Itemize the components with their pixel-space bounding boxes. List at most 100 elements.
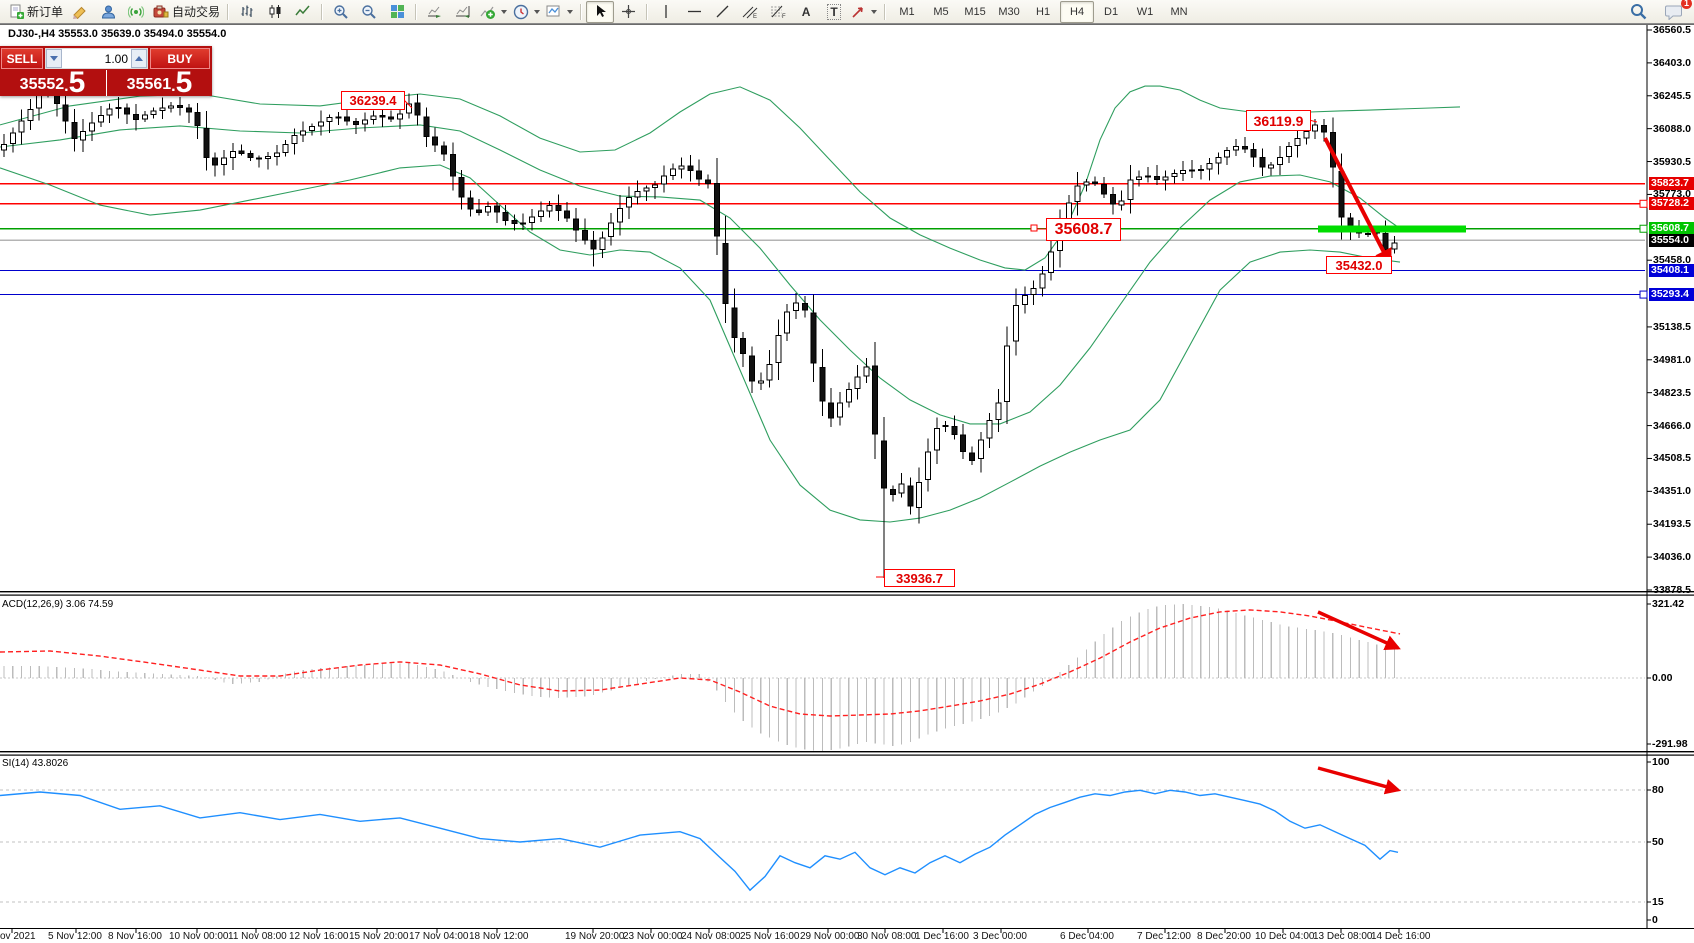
horizontal-line-icon [687, 10, 701, 13]
timeframe-MN[interactable]: MN [1170, 5, 1188, 18]
timeframe-H4[interactable]: H4 [1060, 0, 1095, 23]
channel-icon: E [742, 6, 758, 19]
timeframe-W1[interactable]: W1 [1136, 5, 1154, 18]
shapes-caret-icon [871, 9, 878, 14]
trendline-tool-button[interactable] [708, 1, 736, 23]
channel-tool-button[interactable]: E [736, 1, 764, 23]
chart-annotation[interactable]: 33936.7 [884, 569, 955, 587]
notifications-button[interactable]: 1 [1660, 0, 1692, 23]
bar-chart-icon [241, 5, 253, 17]
chart-shift-icon [456, 6, 470, 18]
buy-price-main: 35561 [126, 76, 172, 93]
auto-scroll-icon [428, 6, 442, 18]
timeframe-M5[interactable]: M5 [933, 5, 949, 18]
zoom-out-icon [362, 4, 376, 19]
templates-caret-icon [567, 9, 574, 14]
zoom-out-button[interactable] [355, 1, 383, 23]
line-chart-icon [295, 5, 310, 16]
cursor-icon [597, 5, 607, 17]
crosshair-tool-button[interactable] [614, 1, 642, 23]
chart-annotation[interactable]: 35432.0 [1326, 256, 1392, 274]
text-label-tool-icon: T [827, 3, 841, 20]
buy-price: 35561. 5 [107, 66, 212, 99]
zoom-in-button[interactable] [327, 1, 355, 23]
new-order-icon [10, 4, 24, 19]
add-indicator-button[interactable] [477, 1, 510, 23]
buy-price-pip: 5 [175, 66, 193, 99]
timeframe-H1[interactable]: H1 [1036, 5, 1051, 18]
chart-annotation[interactable]: 36239.4 [341, 91, 405, 110]
one-click-trading-panel: SELL BUY 35552.5 35561.5 [0, 46, 212, 99]
shapes-tool-button[interactable] [848, 1, 880, 23]
crosshair-icon [621, 5, 635, 18]
search-button[interactable] [1624, 1, 1652, 23]
templates-button[interactable] [543, 1, 576, 23]
buy-price-dot: . [171, 78, 176, 95]
text-label-tool-button[interactable]: T [820, 1, 848, 23]
timeframe-M15[interactable]: M15 [964, 5, 986, 18]
volume-stepper [45, 48, 148, 69]
periods-button[interactable] [510, 1, 543, 23]
bar-chart-mode-button[interactable] [233, 1, 261, 23]
sell-button[interactable]: SELL [1, 48, 43, 69]
sell-price-dot: . [64, 78, 69, 95]
trendline-icon [716, 5, 728, 18]
auto-scroll-button[interactable] [421, 1, 449, 23]
periods-caret-icon [534, 9, 541, 14]
templates-icon [546, 5, 560, 16]
add-indicator-caret-icon [501, 9, 508, 14]
shapes-arrow-icon [852, 7, 863, 18]
main-toolbar: 新订单 自动交易 [0, 0, 1694, 24]
candlestick-mode-button[interactable] [261, 1, 289, 23]
horizontal-line-tool-button[interactable] [680, 1, 708, 23]
broadcast-icon [128, 6, 145, 18]
buy-button[interactable]: BUY [150, 48, 210, 69]
auto-trading-button[interactable]: 自动交易 [150, 1, 223, 23]
timeframe-M1[interactable]: M1 [899, 5, 915, 18]
cursor-tool-button[interactable] [586, 0, 615, 23]
tile-windows-button[interactable] [383, 1, 411, 23]
text-tool-icon: A [801, 4, 811, 19]
add-indicator-icon [480, 6, 496, 19]
crayon-icon [73, 6, 86, 19]
vertical-line-tool-button[interactable] [652, 1, 680, 23]
crayon-tool-button[interactable] [66, 1, 94, 23]
fibonacci-icon: F [771, 5, 786, 19]
sell-price-main: 35552 [19, 76, 65, 93]
timeframe-bar: M1 M5 M15 M30 H1 H4 D1 W1 MN [890, 0, 1196, 23]
price-divider [105, 70, 107, 96]
zoom-in-icon [334, 4, 348, 19]
timeframe-M30[interactable]: M30 [998, 5, 1020, 18]
candlestick-icon [269, 5, 281, 18]
svg-text:E: E [753, 14, 757, 19]
search-icon [1630, 4, 1646, 20]
chart-annotation[interactable]: 36119.9 [1246, 110, 1311, 131]
profile-icon [101, 5, 115, 19]
spin-down-icon [50, 56, 58, 61]
volume-increase-button[interactable] [131, 49, 147, 68]
clock-icon [513, 4, 529, 19]
auto-trading-icon [153, 5, 169, 18]
volume-input[interactable] [62, 49, 131, 68]
fibonacci-tool-button[interactable]: F [764, 1, 792, 23]
volume-decrease-button[interactable] [46, 49, 62, 68]
chart-shift-button[interactable] [449, 1, 477, 23]
profile-button[interactable] [94, 1, 122, 23]
new-order-label: 新订单 [27, 5, 64, 19]
timeframe-D1[interactable]: D1 [1104, 5, 1119, 18]
notification-count-badge: 1 [1681, 0, 1692, 9]
new-order-button[interactable]: 新订单 [6, 1, 66, 23]
auto-trading-label: 自动交易 [172, 5, 221, 19]
vertical-line-icon [665, 5, 667, 18]
text-tool-button[interactable]: A [792, 1, 820, 23]
chart-annotation[interactable]: 35608.7 [1046, 218, 1121, 241]
svg-text:F: F [782, 14, 786, 19]
line-chart-mode-button[interactable] [289, 1, 317, 23]
spin-up-icon [135, 56, 143, 61]
sell-price-pip: 5 [68, 66, 86, 99]
broadcast-button[interactable] [122, 1, 150, 23]
chart-title: DJ30-,H4 35553.0 35639.0 35494.0 35554.0 [8, 28, 227, 40]
tile-windows-icon [390, 5, 404, 18]
